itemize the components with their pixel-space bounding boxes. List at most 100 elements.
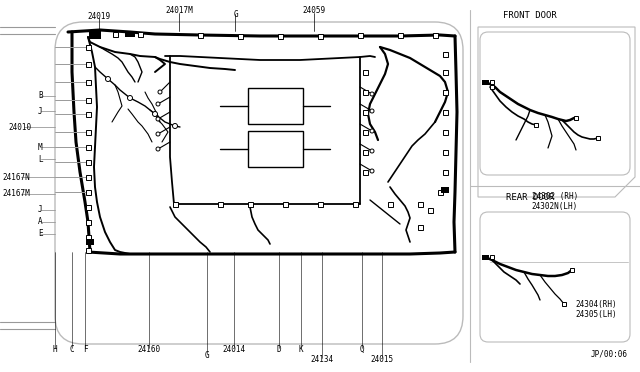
Bar xyxy=(362,170,367,174)
Circle shape xyxy=(370,129,374,133)
Circle shape xyxy=(370,92,374,96)
Circle shape xyxy=(370,109,374,113)
Circle shape xyxy=(127,96,132,100)
Bar xyxy=(596,136,600,140)
Bar xyxy=(490,255,494,259)
Bar xyxy=(86,45,90,49)
Bar xyxy=(442,109,447,115)
Bar xyxy=(417,224,422,230)
Text: E: E xyxy=(38,230,43,238)
Bar xyxy=(441,187,449,193)
Bar xyxy=(218,202,223,206)
Bar xyxy=(358,32,362,38)
Circle shape xyxy=(370,169,374,173)
Bar xyxy=(86,112,90,116)
Bar xyxy=(490,85,494,89)
Text: K: K xyxy=(299,345,303,354)
Bar xyxy=(86,160,90,164)
Bar xyxy=(362,109,367,115)
Bar xyxy=(86,239,94,245)
Bar xyxy=(113,32,118,36)
Bar xyxy=(248,131,303,167)
Bar xyxy=(317,33,323,38)
Bar xyxy=(442,150,447,154)
Text: 24305(LH): 24305(LH) xyxy=(575,310,616,318)
Text: 24015: 24015 xyxy=(371,355,394,364)
Bar xyxy=(353,202,358,206)
Bar xyxy=(397,32,403,38)
Text: G: G xyxy=(233,10,238,19)
Text: 24010: 24010 xyxy=(8,122,31,131)
Bar xyxy=(362,70,367,74)
Bar xyxy=(138,32,143,36)
Bar xyxy=(237,33,243,38)
Text: 24302 (RH): 24302 (RH) xyxy=(532,192,578,202)
Bar xyxy=(362,129,367,135)
Bar xyxy=(428,208,433,212)
Bar xyxy=(86,219,90,224)
Bar xyxy=(86,247,90,253)
Circle shape xyxy=(152,112,157,116)
Bar xyxy=(570,268,574,272)
Bar xyxy=(442,170,447,174)
Bar xyxy=(198,32,202,38)
Bar xyxy=(442,129,447,135)
Bar xyxy=(317,202,323,206)
Bar xyxy=(534,123,538,127)
Text: 24160: 24160 xyxy=(138,345,161,354)
Bar xyxy=(125,31,135,37)
Text: H: H xyxy=(52,345,58,354)
Text: L: L xyxy=(38,154,43,164)
Bar xyxy=(86,174,90,180)
Bar xyxy=(86,61,90,67)
Text: 24059: 24059 xyxy=(302,6,325,15)
Text: JP/00:06: JP/00:06 xyxy=(591,350,628,359)
Bar xyxy=(86,97,90,103)
Text: A: A xyxy=(38,218,43,227)
Text: 24017M: 24017M xyxy=(165,6,193,15)
Circle shape xyxy=(370,149,374,153)
Bar xyxy=(173,202,177,206)
Text: 24167M: 24167M xyxy=(2,189,29,199)
Text: 24302N(LH): 24302N(LH) xyxy=(532,202,578,212)
Circle shape xyxy=(156,117,160,121)
Text: F: F xyxy=(83,345,87,354)
Text: J: J xyxy=(38,106,43,115)
Bar xyxy=(442,90,447,94)
Text: J: J xyxy=(38,205,43,215)
Circle shape xyxy=(106,77,111,81)
Text: FRONT DOOR: FRONT DOOR xyxy=(503,10,557,19)
Text: D: D xyxy=(276,345,282,354)
Bar xyxy=(248,88,303,124)
Circle shape xyxy=(156,132,160,136)
Bar xyxy=(481,254,488,260)
Bar xyxy=(86,205,90,209)
Bar xyxy=(86,129,90,135)
Bar xyxy=(433,32,438,38)
Bar xyxy=(86,189,90,195)
Bar xyxy=(438,189,442,195)
Bar xyxy=(248,202,253,206)
Text: 24014: 24014 xyxy=(223,345,246,354)
Text: Q: Q xyxy=(360,345,364,354)
Bar xyxy=(490,80,494,84)
Bar xyxy=(442,51,447,57)
Bar xyxy=(387,202,392,206)
Circle shape xyxy=(156,102,160,106)
Text: 24304(RH): 24304(RH) xyxy=(575,299,616,308)
Text: C: C xyxy=(70,345,74,354)
Text: REAR DOOR: REAR DOOR xyxy=(506,192,554,202)
Text: G: G xyxy=(205,351,209,360)
Text: 24167N: 24167N xyxy=(2,173,29,182)
Bar xyxy=(417,202,422,206)
Bar xyxy=(89,31,101,39)
Circle shape xyxy=(158,90,162,94)
Bar xyxy=(574,116,578,120)
Circle shape xyxy=(156,147,160,151)
Bar xyxy=(562,302,566,306)
Bar xyxy=(278,33,282,38)
Text: B: B xyxy=(38,92,43,100)
Bar xyxy=(442,70,447,74)
Bar xyxy=(86,234,90,240)
Text: M: M xyxy=(38,142,43,151)
